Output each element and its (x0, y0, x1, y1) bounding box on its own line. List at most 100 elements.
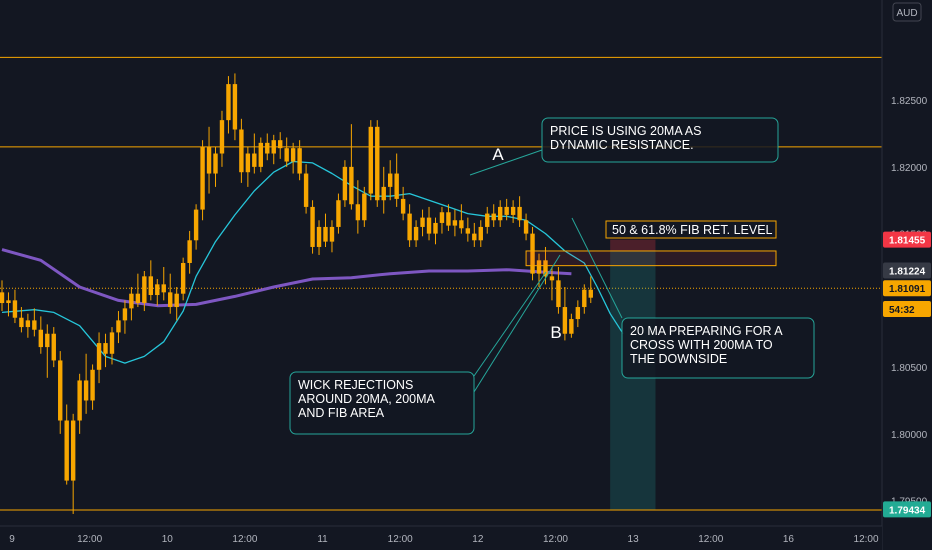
annotation-resistance-line: PRICE IS USING 20MA AS (550, 124, 701, 138)
candle-body (290, 148, 296, 162)
annotation-wick-line: WICK REJECTIONS (298, 378, 413, 392)
candle-body (64, 420, 69, 481)
candle-body (219, 120, 225, 154)
annotation-wick-line: AND FIB AREA (298, 406, 385, 420)
ma20-line (1, 160, 624, 364)
candle-body (6, 300, 11, 304)
candle-body (407, 213, 412, 241)
candle-body (413, 226, 419, 241)
price-tag (883, 262, 931, 279)
candle-body (0, 292, 5, 304)
candle-body (420, 217, 425, 227)
take-profit-zone[interactable] (610, 250, 656, 510)
currency-button[interactable] (892, 2, 922, 22)
candle-body (25, 320, 31, 328)
time-tick-label: 12:00 (388, 534, 413, 545)
candle-body (523, 220, 529, 234)
point-label-a: A (492, 145, 504, 164)
time-tick-label: 12 (472, 534, 484, 545)
candle-body (375, 126, 380, 201)
candle-body (45, 333, 50, 348)
candle-body (271, 140, 276, 154)
candle-body (478, 226, 483, 241)
annotation-wick-line: AROUND 20MA, 200MA (298, 392, 436, 406)
candle-body (497, 206, 503, 221)
price-tag-label: 1.81091 (889, 284, 926, 295)
candle-body (278, 140, 283, 149)
candle-body (187, 240, 192, 263)
candle-body (180, 262, 186, 294)
candle-body (51, 333, 56, 361)
candle-body (381, 186, 386, 201)
price-tick-label: 1.80500 (891, 363, 928, 374)
annotation-connector (571, 217, 623, 319)
candle-body (142, 276, 147, 304)
candle-body (103, 343, 108, 354)
candle-body (504, 206, 509, 215)
candle-body (349, 166, 354, 205)
candle-body (135, 293, 141, 304)
time-axis[interactable]: 9 12:00 10 12:00 11 12:00 12 12:00 13 12:00 16 12:0… (0, 525, 882, 550)
candle-body (155, 284, 160, 296)
annotation-cross-line: CROSS WITH 200MA TO (630, 338, 773, 352)
price-tag (883, 280, 931, 297)
annotation-connector (469, 149, 543, 176)
candle-body (239, 129, 244, 173)
point-label-b: B (550, 323, 561, 342)
stop-loss-zone[interactable] (610, 239, 656, 251)
candle-body (174, 293, 179, 308)
ma20-path (1, 160, 624, 364)
candle-body (303, 173, 309, 207)
candle-body (562, 307, 568, 334)
candle-body (32, 320, 37, 330)
time-tick-label: 12:00 (232, 534, 257, 545)
candle-body (452, 220, 458, 226)
candle-body (485, 213, 490, 227)
candle-body (569, 319, 574, 334)
candle-body (284, 148, 289, 162)
price-tags: 1.81455 1.81224 1.81091 54:32 1.79434 (883, 231, 931, 518)
point-labels: AB (492, 145, 561, 342)
annotation-cross-box[interactable] (621, 317, 815, 379)
candle-body (122, 308, 128, 321)
price-tag-label: 1.81455 (889, 236, 926, 247)
candle-body (530, 233, 535, 274)
candle-body (12, 300, 18, 318)
candle-body (388, 173, 393, 187)
candle-body (245, 153, 251, 173)
candle-body (70, 420, 76, 481)
time-tick-label: 9 (9, 534, 15, 545)
time-tick-label: 13 (628, 534, 640, 545)
candle-body (297, 148, 302, 174)
candle-body (588, 289, 593, 298)
time-tick-label: 12:00 (854, 534, 879, 545)
candle-body (206, 146, 212, 174)
ma200-path (1, 248, 572, 308)
annotation-resistance-line: DYNAMIC RESISTANCE. (550, 138, 694, 152)
price-tag-label: 1.79434 (889, 505, 926, 516)
candle-body (549, 276, 555, 281)
candle-body (316, 226, 322, 247)
candle-body (226, 84, 231, 121)
price-tag-label: 1.81224 (889, 266, 926, 277)
annotation-resistance-box[interactable] (541, 117, 779, 163)
time-tick-label: 12:00 (698, 534, 723, 545)
short-position-tool[interactable] (610, 239, 656, 510)
candle-body (362, 193, 367, 221)
candle-body (536, 260, 542, 274)
candle-body (510, 206, 516, 215)
fib-zone[interactable] (525, 250, 777, 267)
candle-body (58, 360, 63, 421)
annotation-connector (473, 271, 547, 377)
annotation-wick-box[interactable] (289, 371, 475, 435)
candle-body (200, 146, 205, 210)
candle-body (329, 226, 335, 242)
annotation-fib-box[interactable] (605, 220, 777, 239)
candle-body (582, 289, 587, 308)
candle-body (439, 212, 445, 223)
candle-body (517, 206, 522, 221)
candle-body (193, 209, 199, 241)
